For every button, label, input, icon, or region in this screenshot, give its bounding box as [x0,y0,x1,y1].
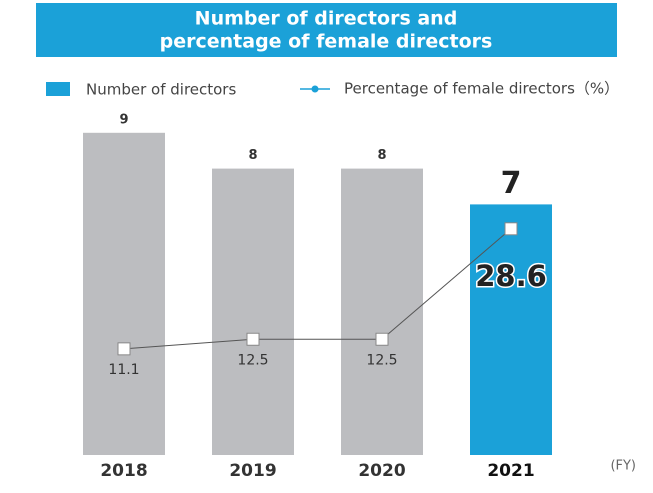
line-marker [246,332,260,346]
line-marker [504,222,518,236]
bar-value-label: 9 [119,112,128,127]
bar [341,168,423,455]
line-value-label: 11.1 [108,362,139,378]
legend-label: Number of directors [86,81,236,99]
bar [470,204,552,455]
legend-swatch [46,82,70,96]
line-value-label: 12.5 [237,352,268,368]
chart-title: Number of directors and [195,8,458,30]
x-tick-label: 2020 [358,461,405,481]
bar-value-label: 8 [377,148,386,163]
x-tick-label: 2019 [229,461,276,481]
chart-title: percentage of female directors [160,31,493,53]
bar [212,168,294,455]
x-unit: (FY) [610,459,636,474]
line-value-label: 12.5 [366,352,397,368]
x-tick-label: 2021 [487,461,534,481]
bar-value-label: 7 [501,166,522,201]
line-marker [375,332,389,346]
legend-marker [311,85,319,93]
x-tick-label: 2018 [100,461,147,481]
line [123,228,512,350]
bar-value-label: 8 [248,148,257,163]
bar [83,132,165,456]
title-banner [36,3,617,57]
line-value-label: 28.6 [475,259,547,293]
legend-label: Percentage of female directors（%） [344,80,619,98]
line-marker [117,342,131,356]
